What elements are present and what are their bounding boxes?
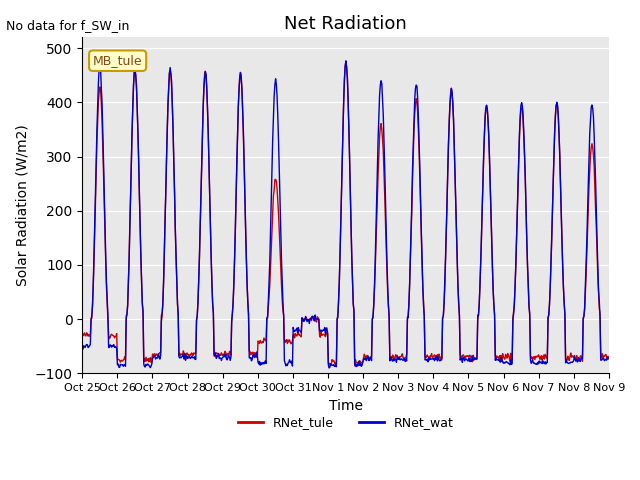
Legend: RNet_tule, RNet_wat: RNet_tule, RNet_wat: [232, 411, 458, 434]
RNet_wat: [325, 365, 333, 371]
RNet_tule: [196, 255, 204, 261]
RNet_wat: [142, 361, 150, 367]
RNet_tule: [142, 354, 150, 360]
RNet_wat: [223, 357, 231, 363]
RNet_wat: [196, 253, 204, 259]
RNet_wat: [88, 312, 95, 318]
RNet_tule: [605, 355, 612, 361]
RNet_wat: [411, 96, 419, 101]
RNet_wat: [79, 343, 86, 348]
RNet_tule: [223, 353, 231, 359]
Text: MB_tule: MB_tule: [93, 54, 143, 67]
RNet_tule: [342, 58, 349, 64]
Line: RNet_wat: RNet_wat: [83, 61, 609, 368]
RNet_tule: [351, 363, 358, 369]
RNet_tule: [426, 353, 434, 359]
Title: Net Radiation: Net Radiation: [284, 15, 407, 33]
X-axis label: Time: Time: [328, 398, 362, 413]
Text: No data for f_SW_in: No data for f_SW_in: [6, 19, 130, 32]
RNet_wat: [605, 356, 612, 361]
RNet_tule: [411, 110, 419, 116]
RNet_tule: [88, 315, 95, 321]
Y-axis label: Solar Radiation (W/m2): Solar Radiation (W/m2): [15, 124, 29, 286]
RNet_wat: [426, 355, 434, 361]
RNet_tule: [79, 332, 86, 337]
Line: RNet_tule: RNet_tule: [83, 61, 609, 366]
RNet_wat: [342, 58, 349, 64]
